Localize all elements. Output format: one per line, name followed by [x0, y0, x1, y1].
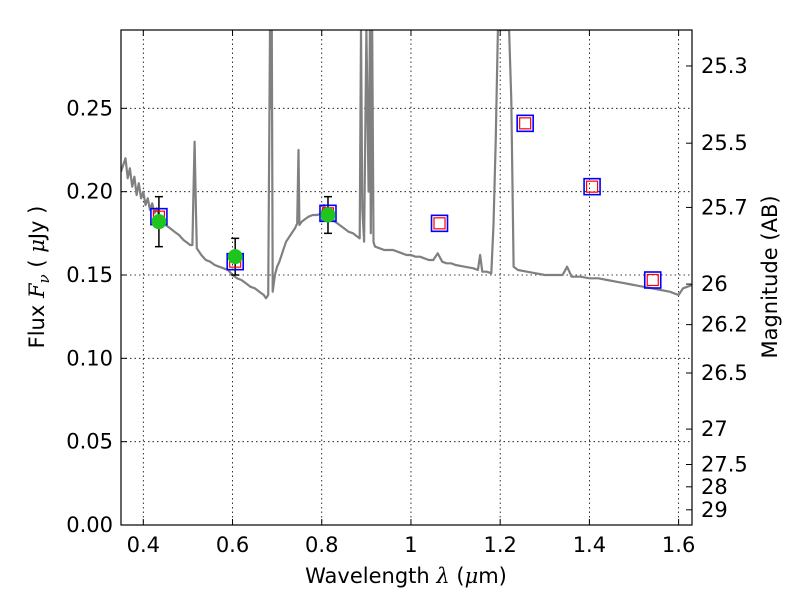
- model-point-inner: [646, 273, 659, 287]
- grid-lines: [121, 30, 692, 525]
- mag-tick-label: 29: [701, 498, 728, 522]
- axis-ticks: 0.4 0.6 0.8 1 1.2 1.4 1.6 0.00 0.05 0.10 0.15 0.20 0…: [66, 30, 748, 557]
- mag-tick-label: 28: [701, 475, 728, 499]
- x-tick-label: 1: [404, 533, 417, 557]
- model-point-box: [583, 177, 601, 196]
- mag-tick-label: 27: [701, 417, 728, 441]
- x-axis-label: Wavelength λ (μm): [305, 564, 507, 588]
- y2-axis-label: Magnitude (AB): [758, 195, 782, 358]
- observed-point: [320, 207, 336, 223]
- y-axis-label: Flux Fν ( μJy ): [25, 206, 53, 349]
- mag-tick-label: 26.5: [701, 361, 748, 385]
- y-tick-label: 0.00: [66, 513, 113, 537]
- model-point-inner: [519, 117, 532, 130]
- model-point-box: [516, 114, 534, 133]
- model-point-inner: [433, 217, 446, 230]
- mag-tick-label: 25.7: [701, 195, 748, 219]
- mag-tick-label: 25.3: [701, 54, 748, 78]
- model-point-box: [643, 271, 662, 289]
- x-tick-label: 0.8: [305, 533, 338, 557]
- x-tick-label: 0.4: [127, 533, 160, 557]
- x-tick-label: 1.6: [662, 533, 695, 557]
- y-tick-label: 0.10: [66, 346, 113, 370]
- model-spectrum-line: [121, 30, 692, 300]
- mag-tick-label: 26: [701, 272, 728, 296]
- x-tick-label: 0.6: [216, 533, 249, 557]
- plot-area: [121, 30, 692, 300]
- model-point-box: [430, 214, 449, 233]
- mag-tick-label: 27.5: [701, 452, 748, 476]
- observed-point: [151, 214, 167, 230]
- y-tick-label: 0.05: [66, 430, 113, 454]
- plot-frame: [120, 29, 693, 526]
- y-tick-label: 0.25: [66, 96, 113, 120]
- x-tick-label: 1.2: [483, 533, 516, 557]
- mag-tick-label: 26.2: [701, 313, 748, 337]
- model-point-inner: [585, 180, 599, 193]
- y-tick-label: 0.20: [66, 180, 113, 204]
- observed-point: [227, 249, 243, 265]
- x-tick-label: 1.4: [573, 533, 606, 557]
- mag-tick-label: 25.5: [701, 131, 748, 155]
- y-tick-label: 0.15: [66, 263, 113, 287]
